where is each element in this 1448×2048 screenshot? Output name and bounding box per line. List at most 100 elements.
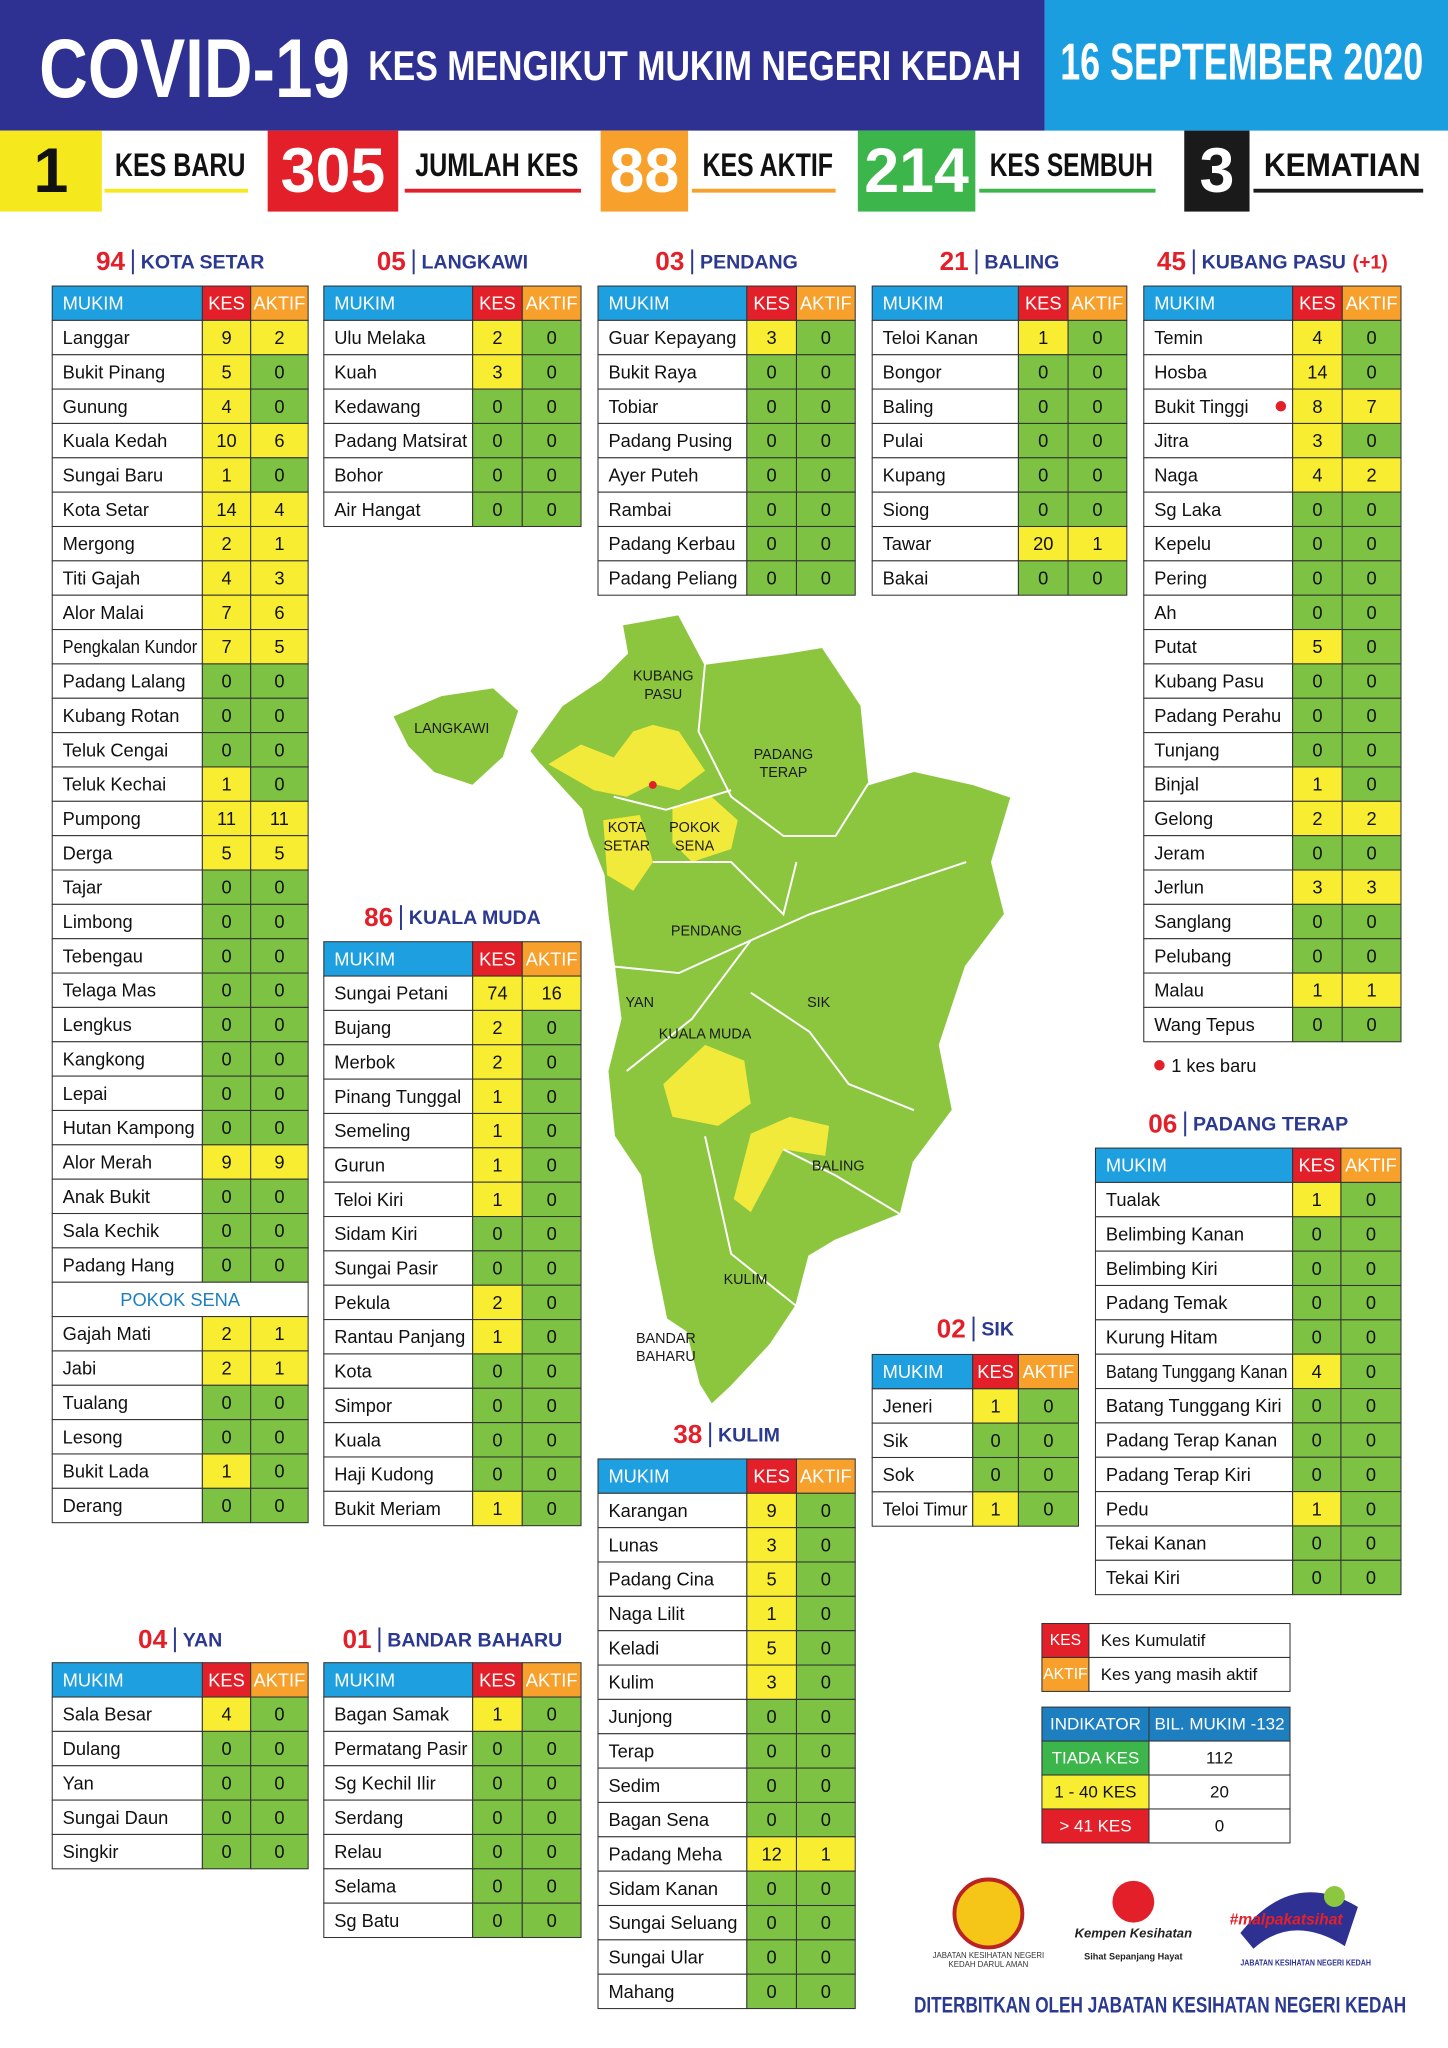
table-cell — [201, 663, 252, 699]
mukim-name: Jeneri — [883, 1395, 933, 1416]
table-cell — [51, 1075, 203, 1111]
aktif-value: 0 — [547, 430, 557, 451]
column-header: KES — [1299, 1155, 1336, 1176]
kes-value: 0 — [492, 464, 502, 485]
kes-value: 2 — [492, 1292, 502, 1313]
kes-value: 9 — [221, 327, 231, 348]
aktif-value: 4 — [274, 499, 284, 520]
header-cell — [746, 285, 797, 321]
kes-value: 0 — [221, 1495, 231, 1516]
header-cell — [51, 285, 203, 321]
table-cell — [201, 422, 252, 459]
table-cell — [795, 1664, 856, 1700]
kes-value: 0 — [221, 1807, 231, 1828]
kes-value: 1 — [221, 1461, 231, 1482]
section-cell — [51, 1281, 309, 1318]
kes-value: 5 — [767, 1569, 777, 1590]
table-cell — [472, 1181, 523, 1218]
mukim-name: Merbok — [334, 1051, 396, 1072]
mukim-name: Telaga Mas — [63, 980, 156, 1001]
district-table: 04 YAN MUKIM KES AKTIF Sala Besar 4 0 Dulang 0 0 Ya… — [51, 1624, 309, 1870]
mukim-name: Lengkus — [63, 1014, 132, 1035]
table-cell — [323, 1833, 474, 1870]
map-label: PASU — [644, 687, 682, 703]
mukim-name: Bujang — [334, 1017, 391, 1038]
table-cell — [521, 1078, 582, 1114]
table-cell — [597, 1527, 748, 1563]
table-cell — [795, 1561, 856, 1597]
aktif-value: 5 — [274, 636, 284, 657]
mukim-name: Relau — [334, 1841, 382, 1862]
aktif-value: 0 — [274, 361, 284, 382]
kes-value: 4 — [1312, 1361, 1322, 1382]
aktif-value: 0 — [1043, 1464, 1053, 1485]
indicator-header-cell — [1148, 1706, 1291, 1742]
mukim-name: Jitra — [1154, 430, 1189, 451]
aktif-value: 0 — [821, 1500, 831, 1521]
mukim-name: Putat — [1154, 636, 1197, 657]
aktif-value: 0 — [1366, 1258, 1376, 1279]
mukim-name: Bukit Raya — [608, 361, 697, 382]
table-cell — [51, 1178, 203, 1215]
mukim-name: Hosba — [1154, 361, 1208, 382]
aktif-value: 0 — [274, 1461, 284, 1482]
district-total: 94 — [96, 246, 126, 276]
aktif-value: 0 — [821, 361, 831, 382]
table-cell — [1292, 1559, 1342, 1596]
aktif-value: 0 — [1366, 1464, 1376, 1485]
table-cell — [1341, 732, 1402, 768]
table-cell — [1094, 1353, 1294, 1390]
table-cell — [795, 491, 856, 528]
aktif-value: 0 — [1092, 499, 1102, 520]
table-cell — [871, 1456, 974, 1493]
aktif-value: 0 — [1092, 327, 1102, 348]
table-cell — [597, 491, 748, 528]
kes-value: 0 — [767, 464, 777, 485]
mukim-name: Rantau Panjang — [334, 1326, 465, 1347]
table-cell — [201, 903, 252, 940]
aktif-value: 0 — [274, 1495, 284, 1516]
table-cell — [746, 1630, 797, 1666]
table-cell — [1341, 629, 1402, 665]
mukim-name: Padang Peliang — [608, 568, 737, 589]
table-cell — [51, 319, 203, 356]
table-cell — [323, 1490, 474, 1527]
column-header: AKTIF — [254, 1669, 306, 1690]
kes-value: 2 — [492, 327, 502, 348]
kes-value: 0 — [767, 1981, 777, 2002]
table-cell — [1067, 388, 1128, 424]
district-total: 01 — [343, 1624, 372, 1654]
kes-value: 12 — [761, 1843, 781, 1864]
map-label: KULIM — [724, 1272, 768, 1288]
aktif-value: 0 — [1367, 327, 1377, 348]
map-label: YAN — [626, 995, 654, 1011]
summary-value: 305 — [281, 136, 386, 206]
mukim-name: Tajar — [63, 877, 103, 898]
table-cell — [472, 1730, 523, 1767]
table-cell — [1340, 1525, 1402, 1561]
table-cell — [1143, 972, 1294, 1008]
kes-value: 0 — [767, 1775, 777, 1796]
table-cell — [51, 972, 203, 1008]
column-header: MUKIM — [334, 293, 395, 314]
column-header: AKTIF — [1023, 1361, 1075, 1382]
kes-value: 20 — [1033, 533, 1053, 554]
table-cell — [521, 1112, 582, 1149]
header-cell — [871, 285, 1019, 321]
mukim-name: Padang Temak — [1106, 1292, 1228, 1313]
table-cell — [871, 457, 1019, 493]
kes-value: 0 — [1038, 568, 1048, 589]
kes-value: 0 — [221, 705, 231, 726]
mukim-name: Pering — [1154, 568, 1207, 589]
table-cell — [323, 1284, 474, 1321]
new-case-note: 1 kes baru — [1171, 1055, 1256, 1076]
table-cell — [1341, 525, 1402, 562]
mukim-name: Padang Terap Kanan — [1106, 1430, 1277, 1451]
aktif-value: 0 — [547, 1120, 557, 1141]
aktif-value: 0 — [1367, 774, 1377, 795]
mukim-name: Pedu — [1106, 1498, 1149, 1519]
aktif-value: 0 — [274, 1704, 284, 1725]
table-cell — [521, 1147, 582, 1183]
table-cell — [597, 1664, 748, 1700]
